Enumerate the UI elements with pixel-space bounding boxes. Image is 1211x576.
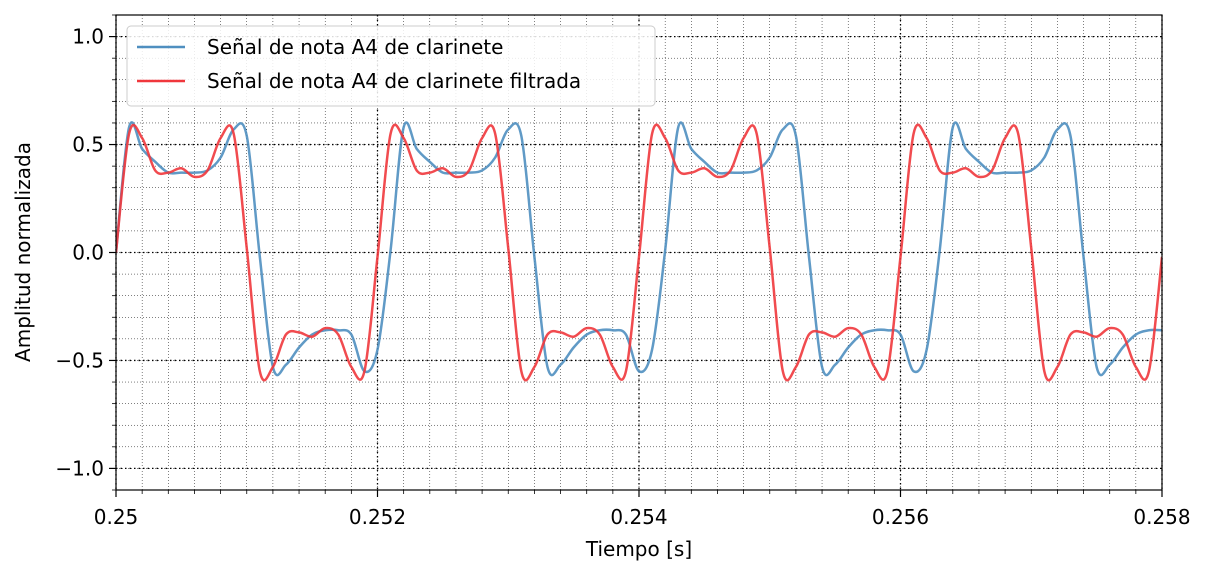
series-layer [116, 121, 1162, 382]
legend: Señal de nota A4 de clarinete Señal de n… [126, 25, 656, 107]
legend-box [126, 25, 656, 107]
legend-label-filtered: Señal de nota A4 de clarinete filtrada [207, 69, 581, 93]
x-tick-labels: 0.25 0.252 0.254 0.256 0.258 [94, 505, 1191, 529]
y-tick-label: 1.0 [72, 25, 104, 49]
y-tick-label: 0.0 [72, 241, 104, 265]
y-tick-labels: −1.0 −0.5 0.0 0.5 1.0 [55, 25, 104, 481]
x-axis-title: Tiempo [s] [585, 537, 692, 561]
y-axis-title: Amplitud normalizada [11, 142, 35, 362]
x-tick-label: 0.254 [610, 505, 667, 529]
x-tick-label: 0.25 [94, 505, 139, 529]
series-line-original [116, 121, 1162, 377]
y-tick-label: −0.5 [55, 348, 104, 372]
y-tick-label: −1.0 [55, 456, 104, 480]
x-tick-label: 0.256 [872, 505, 929, 529]
y-tick-label: 0.5 [72, 133, 104, 157]
x-tick-label: 0.252 [349, 505, 406, 529]
legend-label-original: Señal de nota A4 de clarinete [207, 35, 503, 59]
series-line-filtered [116, 123, 1162, 382]
axis-ticks [109, 14, 1163, 497]
x-tick-label: 0.258 [1133, 505, 1190, 529]
